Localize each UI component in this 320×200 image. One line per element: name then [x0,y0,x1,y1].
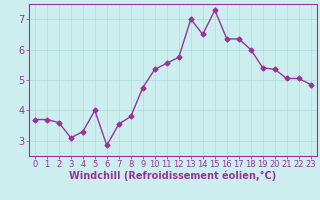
X-axis label: Windchill (Refroidissement éolien,°C): Windchill (Refroidissement éolien,°C) [69,171,276,181]
